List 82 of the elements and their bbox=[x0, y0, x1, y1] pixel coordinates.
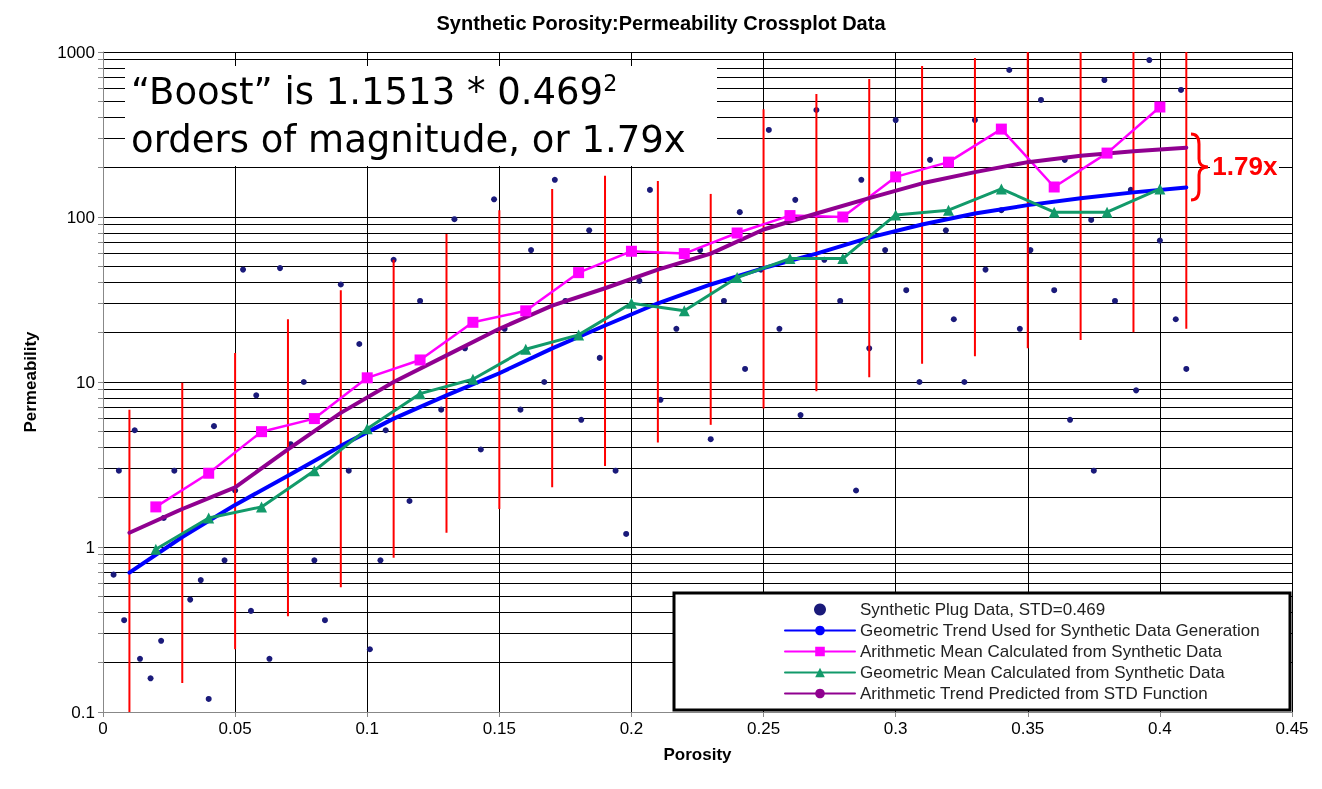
y-tick-label: 1 bbox=[85, 537, 95, 557]
point bbox=[678, 305, 690, 317]
y-tick-label: 100 bbox=[66, 207, 95, 227]
point bbox=[414, 388, 426, 400]
annotation: “Boost” is 1.1513 * 0.469$^{2}$ orders of magnitude, or 1.79x bbox=[125, 66, 717, 167]
point bbox=[361, 423, 373, 435]
point bbox=[837, 253, 849, 265]
bar bbox=[1185, 52, 1188, 329]
point bbox=[995, 123, 1007, 135]
point bbox=[573, 329, 585, 341]
x-tick-label: 0.15 bbox=[482, 719, 516, 738]
bar bbox=[868, 79, 871, 378]
point bbox=[203, 512, 215, 524]
y-axis-title: Permeability bbox=[21, 330, 40, 433]
annotation: 1.79x bbox=[1210, 151, 1280, 183]
x-tick-label: 0.25 bbox=[747, 719, 781, 738]
bar bbox=[498, 210, 501, 509]
bar bbox=[181, 382, 184, 683]
x-tick-label: 0.45 bbox=[1275, 719, 1309, 738]
point bbox=[573, 267, 585, 279]
bar bbox=[815, 94, 818, 392]
point bbox=[203, 467, 215, 479]
point bbox=[308, 465, 320, 477]
point bbox=[256, 426, 268, 438]
bar bbox=[973, 57, 976, 357]
point bbox=[784, 210, 796, 222]
point bbox=[943, 156, 955, 168]
bar bbox=[1026, 52, 1029, 349]
point bbox=[837, 211, 849, 223]
bar bbox=[1132, 52, 1135, 333]
point bbox=[995, 183, 1007, 195]
bar bbox=[551, 188, 554, 488]
legend-label: Arithmetic Mean Calculated from Synthetic Data bbox=[860, 642, 1223, 661]
legend-label: Geometric Mean Calculated from Synthetic Data bbox=[860, 663, 1226, 682]
point bbox=[890, 209, 902, 221]
x-tick-label: 0.3 bbox=[883, 719, 908, 738]
bar bbox=[921, 66, 924, 364]
bar bbox=[286, 319, 289, 617]
point bbox=[784, 253, 796, 265]
bar bbox=[128, 409, 131, 712]
x-tick-label: 0.35 bbox=[1011, 719, 1045, 738]
x-tick-label: 0.05 bbox=[218, 719, 252, 738]
point bbox=[1154, 101, 1166, 113]
y-tick-label: 0.1 bbox=[71, 702, 95, 722]
point bbox=[731, 271, 743, 283]
x-tick-label: 0.1 bbox=[355, 719, 380, 738]
bar bbox=[234, 352, 237, 650]
point bbox=[467, 373, 479, 385]
point bbox=[1048, 181, 1060, 193]
point bbox=[1154, 183, 1166, 195]
x-tick-label: 0.4 bbox=[1148, 719, 1172, 738]
bar bbox=[445, 233, 448, 533]
legend-label: Arithmetic Trend Predicted from STD Function bbox=[860, 684, 1208, 703]
point bbox=[625, 297, 637, 309]
bar bbox=[604, 175, 607, 466]
point bbox=[1101, 147, 1113, 159]
point bbox=[150, 501, 162, 513]
point bbox=[414, 354, 426, 366]
point bbox=[731, 227, 743, 239]
legend-label: Synthetic Plug Data, STD=0.469 bbox=[860, 600, 1106, 619]
y-tick-label: 10 bbox=[76, 372, 95, 392]
point bbox=[520, 305, 532, 317]
point bbox=[150, 543, 162, 555]
x-tick-label: 0 bbox=[98, 719, 108, 738]
y-tick-label: 1000 bbox=[57, 42, 95, 62]
x-tick-label: 0.2 bbox=[619, 719, 644, 738]
point bbox=[1048, 206, 1060, 218]
point bbox=[890, 171, 902, 183]
point bbox=[308, 413, 320, 425]
point bbox=[256, 501, 268, 513]
point bbox=[943, 204, 955, 216]
point bbox=[361, 372, 373, 384]
bar bbox=[656, 181, 659, 443]
chart-title: Synthetic Porosity:Permeability Crossplot Data bbox=[436, 12, 887, 34]
point bbox=[678, 248, 690, 260]
point bbox=[1101, 206, 1113, 218]
point bbox=[467, 316, 479, 328]
bar bbox=[762, 109, 765, 409]
point bbox=[520, 343, 532, 355]
x-axis-title: Porosity bbox=[663, 745, 733, 764]
point bbox=[625, 245, 637, 257]
legend-label: Geometric Trend Used for Synthetic Data Generation bbox=[860, 621, 1260, 640]
